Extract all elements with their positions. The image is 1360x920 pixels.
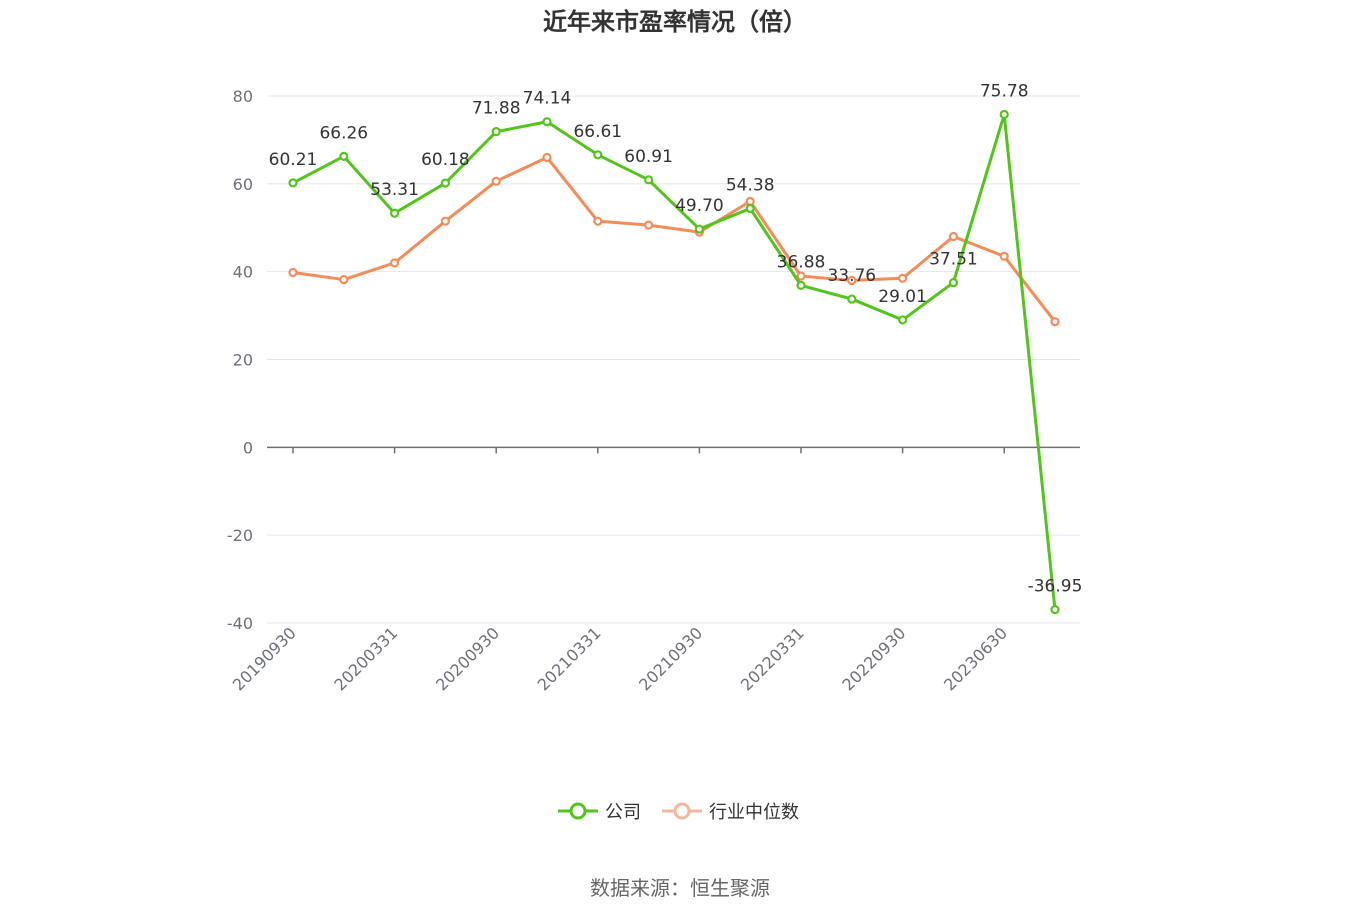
grid-lines — [267, 95, 1080, 624]
data-point — [847, 275, 857, 286]
x-tick-label: 20230630 — [940, 623, 1011, 694]
data-point — [593, 216, 603, 226]
data-label: 36.88 — [777, 252, 826, 272]
x-tick-label: 20220930 — [838, 623, 909, 694]
data-point — [1050, 317, 1060, 327]
data-point — [390, 258, 400, 268]
data-point — [1050, 605, 1060, 615]
legend-marker — [569, 802, 587, 820]
data-point — [897, 273, 908, 283]
data-point — [440, 216, 450, 226]
legend-label: 公司 — [605, 802, 641, 823]
data-label: 66.26 — [319, 123, 368, 143]
data-point — [999, 109, 1009, 120]
data-label: 29.01 — [878, 287, 927, 307]
y-tick-label: 80 — [233, 87, 253, 106]
y-tick-label: 0 — [243, 438, 253, 457]
data-point — [847, 294, 857, 304]
x-tick-label: 20210930 — [635, 623, 706, 694]
data-point — [745, 196, 755, 206]
x-tick-label: 20200331 — [330, 623, 401, 694]
data-point — [339, 151, 349, 161]
data-point — [390, 208, 400, 218]
data-point — [339, 274, 349, 285]
y-tick-label: 60 — [233, 175, 253, 194]
data-label: 49.70 — [675, 196, 724, 216]
series-line-company — [292, 113, 1057, 610]
data-point — [542, 152, 552, 163]
data-label: 66.61 — [573, 122, 622, 142]
y-axis: 80 60 40 20 0 -20 -40 — [227, 87, 253, 633]
data-point — [491, 127, 501, 137]
data-label: 37.51 — [929, 250, 978, 270]
legend-item-company[interactable]: 公司 — [558, 802, 641, 823]
data-label: 54.38 — [726, 176, 775, 196]
x-axis: 20190930 20200331 20200930 20210331 20210930… — [229, 446, 1080, 694]
data-point — [542, 117, 552, 127]
data-point — [948, 231, 959, 242]
chart-title: 近年来市盈率情况（倍） — [543, 8, 807, 36]
data-source: 数据来源：恒生聚源 — [590, 876, 770, 900]
data-label: 75.78 — [980, 82, 1029, 102]
legend-marker — [673, 802, 691, 820]
data-point — [288, 267, 298, 278]
legend-label: 行业中位数 — [709, 802, 799, 823]
data-label: 60.18 — [421, 150, 470, 170]
data-point — [694, 224, 705, 234]
x-tick-label: 20200930 — [432, 623, 503, 694]
y-tick-label: -20 — [227, 526, 253, 545]
data-label: 60.91 — [624, 147, 673, 167]
legend[interactable]: 公司 行业中位数 — [558, 802, 799, 823]
data-point — [948, 278, 959, 288]
series-layer — [288, 109, 1060, 615]
data-label: 60.21 — [269, 150, 318, 170]
data-point — [491, 176, 501, 186]
data-point — [999, 251, 1009, 261]
x-tick-label: 20210331 — [534, 623, 605, 694]
data-label: 71.88 — [472, 99, 521, 119]
y-tick-label: 20 — [233, 351, 253, 370]
y-tick-label: 40 — [233, 263, 253, 282]
data-label: 33.76 — [827, 266, 876, 286]
data-label: 74.14 — [523, 89, 572, 109]
x-tick-label: 20220331 — [737, 623, 808, 694]
legend-item-industry-median[interactable]: 行业中位数 — [662, 802, 799, 823]
data-point — [643, 175, 654, 185]
data-label: 53.31 — [370, 180, 419, 200]
data-point — [796, 280, 806, 290]
y-tick-label: -40 — [227, 614, 253, 633]
data-point — [288, 178, 298, 188]
data-point — [643, 220, 654, 230]
data-point — [796, 271, 806, 281]
x-tick-label: 20190930 — [229, 623, 300, 694]
series-line-industry-median — [292, 155, 1057, 323]
data-point — [440, 178, 450, 188]
data-point — [593, 150, 603, 160]
data-point — [745, 203, 755, 214]
data-point — [897, 315, 908, 325]
data-label: -36.95 — [1028, 577, 1083, 597]
